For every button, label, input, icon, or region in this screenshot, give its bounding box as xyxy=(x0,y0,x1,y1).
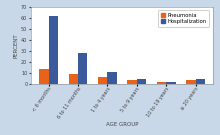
Bar xyxy=(186,80,196,84)
Bar xyxy=(157,82,166,84)
Bar xyxy=(98,77,107,84)
Bar xyxy=(196,79,205,84)
Bar xyxy=(69,74,78,84)
Bar xyxy=(78,53,87,84)
Legend: Pneumonia, Hospitalization: Pneumonia, Hospitalization xyxy=(158,10,209,27)
Bar xyxy=(127,80,137,84)
Bar xyxy=(49,16,58,84)
Bar xyxy=(107,72,117,84)
X-axis label: AGE GROUP: AGE GROUP xyxy=(106,122,138,127)
Bar xyxy=(137,79,146,84)
Bar xyxy=(166,82,176,84)
Y-axis label: PERCENT: PERCENT xyxy=(14,33,19,58)
Bar xyxy=(39,69,49,84)
